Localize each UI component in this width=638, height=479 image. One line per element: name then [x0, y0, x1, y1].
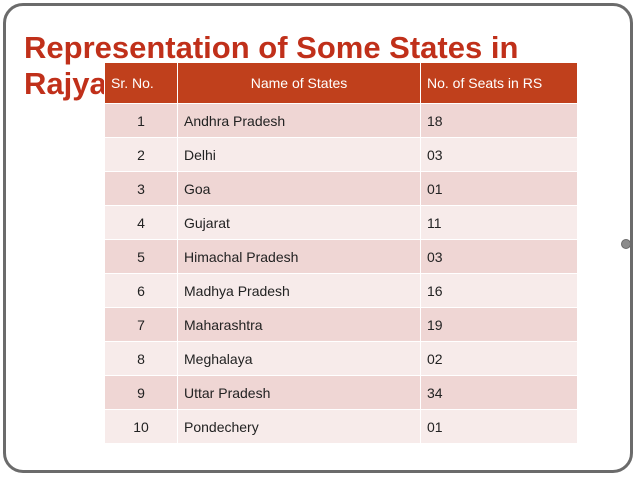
- cell-sr-no: 10: [104, 409, 178, 444]
- cell-seats: 34: [420, 375, 578, 410]
- cell-state: Uttar Pradesh: [177, 375, 421, 410]
- table-row: 10 Pondechery 01: [104, 409, 578, 444]
- cell-state: Pondechery: [177, 409, 421, 444]
- cell-sr-no: 8: [104, 341, 178, 376]
- cell-sr-no: 9: [104, 375, 178, 410]
- table-row: 2 Delhi 03: [104, 137, 578, 172]
- cell-seats: 03: [420, 239, 578, 274]
- slide: Representation of Some States in Rajya S…: [3, 3, 633, 473]
- cell-seats: 02: [420, 341, 578, 376]
- slide-nav-dot: [621, 239, 630, 249]
- cell-state: Himachal Pradesh: [177, 239, 421, 274]
- cell-seats: 03: [420, 137, 578, 172]
- cell-state: Delhi: [177, 137, 421, 172]
- table-row: 9 Uttar Pradesh 34: [104, 375, 578, 410]
- cell-sr-no: 5: [104, 239, 178, 274]
- cell-state: Meghalaya: [177, 341, 421, 376]
- table-header-row: Sr. No. Name of States No. of Seats in R…: [104, 62, 578, 104]
- cell-seats: 11: [420, 205, 578, 240]
- table-row: 7 Maharashtra 19: [104, 307, 578, 342]
- cell-state: Gujarat: [177, 205, 421, 240]
- table-row: 8 Meghalaya 02: [104, 341, 578, 376]
- cell-state: Madhya Pradesh: [177, 273, 421, 308]
- cell-sr-no: 2: [104, 137, 178, 172]
- header-sr-no: Sr. No.: [104, 62, 178, 104]
- cell-state: Andhra Pradesh: [177, 103, 421, 138]
- cell-state: Goa: [177, 171, 421, 206]
- cell-seats: 18: [420, 103, 578, 138]
- cell-seats: 01: [420, 409, 578, 444]
- table-row: 1 Andhra Pradesh 18: [104, 103, 578, 138]
- states-seats-table: Sr. No. Name of States No. of Seats in R…: [104, 62, 578, 444]
- header-state-name: Name of States: [177, 62, 421, 104]
- cell-sr-no: 3: [104, 171, 178, 206]
- cell-sr-no: 6: [104, 273, 178, 308]
- table-row: 4 Gujarat 11: [104, 205, 578, 240]
- table-row: 3 Goa 01: [104, 171, 578, 206]
- cell-seats: 19: [420, 307, 578, 342]
- cell-sr-no: 4: [104, 205, 178, 240]
- header-seats: No. of Seats in RS: [420, 62, 578, 104]
- cell-seats: 01: [420, 171, 578, 206]
- cell-sr-no: 1: [104, 103, 178, 138]
- cell-sr-no: 7: [104, 307, 178, 342]
- cell-seats: 16: [420, 273, 578, 308]
- cell-state: Maharashtra: [177, 307, 421, 342]
- table-row: 5 Himachal Pradesh 03: [104, 239, 578, 274]
- table-row: 6 Madhya Pradesh 16: [104, 273, 578, 308]
